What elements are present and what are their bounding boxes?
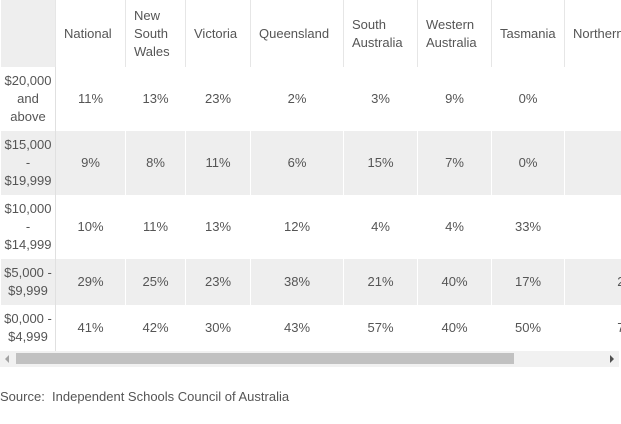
- table-cell: 50%: [491, 305, 565, 351]
- table-cell: 0%: [564, 195, 621, 259]
- table-cell: 8%: [125, 131, 186, 195]
- table-cell: 30%: [185, 305, 251, 351]
- table-cell: 43%: [250, 305, 344, 351]
- horizontal-scrollbar[interactable]: [0, 351, 619, 367]
- table-cell: 11%: [185, 131, 251, 195]
- table-cell: 75%: [564, 305, 621, 351]
- column-header: Queensland: [250, 0, 344, 67]
- table-row: $5,000 - $9,999 29% 25% 23% 38% 21% 40% …: [0, 259, 621, 305]
- table-cell: 33%: [491, 195, 565, 259]
- table-cell: 0%: [491, 131, 565, 195]
- column-header: Tasmania: [491, 0, 565, 67]
- table-cell: 0%: [564, 67, 621, 131]
- table-row: $20,000 and above 11% 13% 23% 2% 3% 9% 0…: [0, 67, 621, 131]
- table-cell: 21%: [343, 259, 418, 305]
- table-cell: 25%: [125, 259, 186, 305]
- table-cell: 11%: [125, 195, 186, 259]
- table-cell: 4%: [417, 195, 492, 259]
- table-cell: 0%: [564, 131, 621, 195]
- table-cell: 23%: [185, 67, 251, 131]
- table-cell: 13%: [125, 67, 186, 131]
- table-cell: 23%: [185, 259, 251, 305]
- table-cell: 12%: [250, 195, 344, 259]
- row-header: $20,000 and above: [0, 67, 56, 131]
- scroll-thumb[interactable]: [16, 353, 514, 364]
- row-header: $10,000 - $14,999: [0, 195, 56, 259]
- triangle-left-icon: [5, 355, 9, 363]
- table-cell: 3%: [343, 67, 418, 131]
- column-header: Western Australia: [417, 0, 492, 67]
- table-cell: 25%: [564, 259, 621, 305]
- table-cell: 42%: [125, 305, 186, 351]
- table-cell: 38%: [250, 259, 344, 305]
- table-cell: 17%: [491, 259, 565, 305]
- column-header: New South Wales: [125, 0, 186, 67]
- table-cell: 10%: [55, 195, 126, 259]
- table-cell: 41%: [55, 305, 126, 351]
- table-cell: 4%: [343, 195, 418, 259]
- column-header: South Australia: [343, 0, 418, 67]
- row-header: $0,000 - $4,999: [0, 305, 56, 351]
- table-row: $15,000 - $19,999 9% 8% 11% 6% 15% 7% 0%…: [0, 131, 621, 195]
- table-cell: 9%: [417, 67, 492, 131]
- table-cell: 11%: [55, 67, 126, 131]
- table-cell: 15%: [343, 131, 418, 195]
- source-note: Source: Independent Schools Council of A…: [0, 389, 290, 404]
- column-header: National: [55, 0, 126, 67]
- table-cell: 9%: [55, 131, 126, 195]
- table-cell: 40%: [417, 305, 492, 351]
- table-cell: 7%: [417, 131, 492, 195]
- row-header: $15,000 - $19,999: [0, 131, 56, 195]
- table-cell: 57%: [343, 305, 418, 351]
- table-cell: 0%: [491, 67, 565, 131]
- scroll-left-button[interactable]: [0, 351, 16, 367]
- triangle-right-icon: [610, 355, 614, 363]
- header-row: National New South Wales Victoria Queens…: [0, 0, 621, 67]
- table-viewport: National New South Wales Victoria Queens…: [0, 0, 621, 351]
- scroll-right-button[interactable]: [603, 351, 619, 367]
- row-header: $5,000 - $9,999: [0, 259, 56, 305]
- column-header: Northern Territory: [564, 0, 621, 67]
- table-row: $0,000 - $4,999 41% 42% 30% 43% 57% 40% …: [0, 305, 621, 351]
- table-cell: 6%: [250, 131, 344, 195]
- fee-distribution-table: National New South Wales Victoria Queens…: [0, 0, 621, 351]
- table-cell: 40%: [417, 259, 492, 305]
- table-cell: 29%: [55, 259, 126, 305]
- corner-cell: [0, 0, 56, 67]
- table-cell: 13%: [185, 195, 251, 259]
- table-row: $10,000 - $14,999 10% 11% 13% 12% 4% 4% …: [0, 195, 621, 259]
- table-cell: 2%: [250, 67, 344, 131]
- column-header: Victoria: [185, 0, 251, 67]
